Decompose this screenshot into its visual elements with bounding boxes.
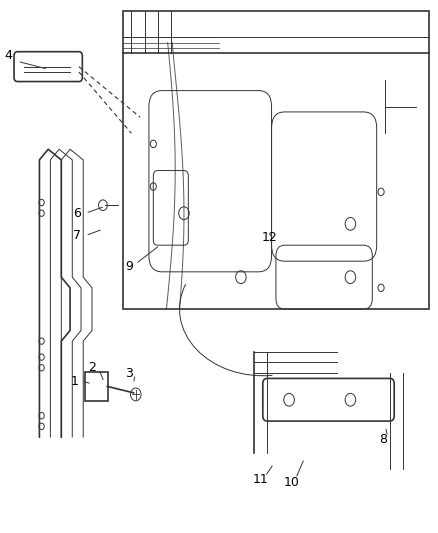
Text: 4: 4 (5, 50, 13, 62)
Text: 11: 11 (253, 473, 268, 486)
Text: 10: 10 (283, 476, 299, 489)
Text: 6: 6 (73, 207, 81, 220)
Text: 3: 3 (125, 367, 133, 379)
Text: 8: 8 (379, 433, 387, 446)
Text: 1: 1 (71, 375, 78, 387)
Text: 9: 9 (125, 260, 133, 273)
Text: 12: 12 (261, 231, 277, 244)
Text: 2: 2 (88, 361, 96, 374)
Text: 7: 7 (73, 229, 81, 242)
